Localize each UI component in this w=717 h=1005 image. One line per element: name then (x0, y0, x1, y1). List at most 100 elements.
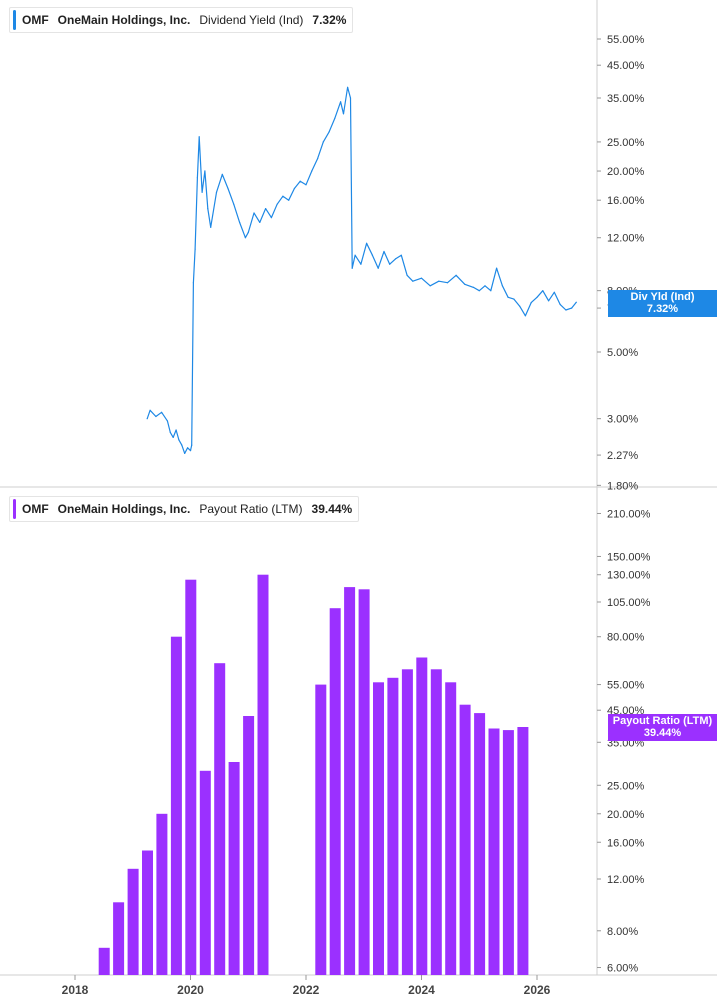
dividend-yield-point (149, 409, 151, 411)
dividend-yield-point (215, 191, 218, 193)
payout-y-tick-label: 130.00% (607, 570, 651, 582)
dividend-yield-point (198, 136, 200, 138)
legend-company: OneMain Holdings, Inc. (57, 13, 191, 27)
payout-ratio-bar (257, 574, 269, 975)
payout-ratio-bar (373, 682, 384, 975)
dividend-yield-point (548, 300, 550, 302)
dividend-yield-point (288, 199, 290, 201)
dividend-yield-point (496, 267, 498, 269)
yield-y-tick-label: 16.00% (607, 195, 645, 207)
x-tick-label: 2020 (177, 983, 204, 997)
yield-y-tick-label: 20.00% (607, 166, 645, 178)
dividend-yield-point (146, 418, 148, 420)
yield-y-tick-label: 35.00% (607, 93, 645, 105)
payout-ratio-bar (199, 770, 211, 975)
dividend-yield-point (265, 208, 267, 210)
dividend-yield-point (172, 436, 174, 438)
payout-y-tick-label: 8.00% (607, 926, 638, 938)
tag-value: 7.32% (646, 303, 679, 315)
dividend-yield-point (472, 286, 475, 288)
dividend-yield-value-tag: Div Yld (Ind) 7.32% (608, 290, 717, 317)
dividend-yield-point (299, 180, 301, 182)
legend-ticker: OMF (22, 13, 49, 27)
payout-ratio-bar (127, 868, 139, 975)
dividend-yield-point (501, 285, 503, 287)
payout-ratio-bar (315, 684, 327, 975)
dividend-yield-point (184, 452, 186, 454)
payout-y-tick-label: 55.00% (607, 680, 645, 692)
dividend-yield-point (400, 254, 402, 256)
payout-ratio-bar (142, 850, 153, 975)
payout-ratio-bar (170, 636, 182, 975)
payout-ratio-bar (358, 589, 370, 975)
dividend-yield-point (322, 141, 324, 143)
dividend-yield-point (394, 258, 397, 260)
legend-metric: Payout Ratio (LTM) (199, 502, 303, 516)
dividend-yield-point (311, 170, 313, 172)
dividend-yield-point (328, 131, 330, 133)
payout-ratio-bar (329, 608, 341, 975)
dividend-yield-point (524, 315, 527, 317)
dividend-yield-point (351, 267, 353, 269)
dividend-yield-point (575, 301, 577, 303)
dividend-yield-point (420, 277, 423, 279)
dividend-yield-point (207, 208, 209, 210)
dividend-yield-point (412, 280, 414, 282)
dividend-yield-point (455, 274, 457, 276)
legend-ticker: OMF (22, 502, 49, 516)
dividend-yield-point (446, 282, 449, 284)
dividend-yield-point (187, 447, 189, 449)
dividend-yield-point (161, 411, 163, 413)
payout-ratio-bar (214, 663, 226, 975)
dividend-yield-point (530, 302, 532, 304)
dividend-yield-point (244, 237, 246, 239)
dividend-yield-point (484, 285, 486, 287)
dividend-yield-point (305, 184, 307, 186)
dividend-yield-point (565, 309, 567, 311)
dividend-yield-point (247, 231, 249, 233)
dividend-yield-point (191, 444, 193, 446)
yield-y-tick-label: 25.00% (607, 137, 645, 149)
tag-label: Payout Ratio (LTM) (612, 715, 713, 727)
legend-swatch (13, 10, 16, 30)
dividend-yield-point (406, 274, 408, 276)
legend-metric: Dividend Yield (Ind) (199, 13, 304, 27)
dividend-yield-point (253, 212, 255, 214)
x-tick-label: 2018 (62, 983, 89, 997)
payout-y-tick-label: 210.00% (607, 508, 651, 520)
dividend-yield-point (166, 420, 168, 422)
dividend-yield-point (559, 303, 561, 305)
dividend-yield-point (360, 263, 362, 265)
legend-dividend-yield: OMF OneMain Holdings, Inc. Dividend Yiel… (9, 7, 354, 33)
payout-ratio-bar (459, 704, 471, 975)
dividend-yield-point (383, 250, 385, 253)
yield-y-tick-label: 45.00% (607, 60, 645, 72)
dividend-yield-point (349, 97, 352, 99)
payout-ratio-value-tag: Payout Ratio (LTM) 39.44% (608, 714, 717, 741)
dividend-yield-point (192, 282, 194, 284)
dividend-yield-point (204, 170, 206, 172)
dividend-yield-point (210, 226, 212, 228)
payout-ratio-bar (243, 716, 255, 975)
dividend-yield-point (227, 187, 229, 190)
dividend-yield-point (490, 290, 492, 292)
x-tick-label: 2024 (408, 983, 435, 997)
dividend-yield-point (347, 86, 349, 88)
dividend-yield-point (571, 307, 573, 309)
payout-y-tick-label: 16.00% (607, 837, 645, 849)
payout-ratio-bar (474, 713, 486, 975)
payout-ratio-bar (488, 728, 500, 975)
payout-ratio-bar (502, 730, 514, 975)
dividend-yield-point (389, 263, 391, 265)
payout-ratio-bar (401, 669, 413, 975)
payout-y-tick-label: 12.00% (607, 874, 645, 886)
yield-y-tick-label: 12.00% (607, 233, 645, 245)
dividend-yield-point (169, 431, 171, 433)
dividend-yield-point (293, 187, 295, 190)
dividend-yield-point (429, 285, 431, 287)
dividend-yield-point (175, 429, 177, 431)
yield-y-tick-label: 1.80% (607, 480, 638, 492)
payout-ratio-bar (445, 682, 457, 975)
dividend-yield-point (181, 444, 183, 446)
tag-value: 39.44% (643, 727, 682, 739)
